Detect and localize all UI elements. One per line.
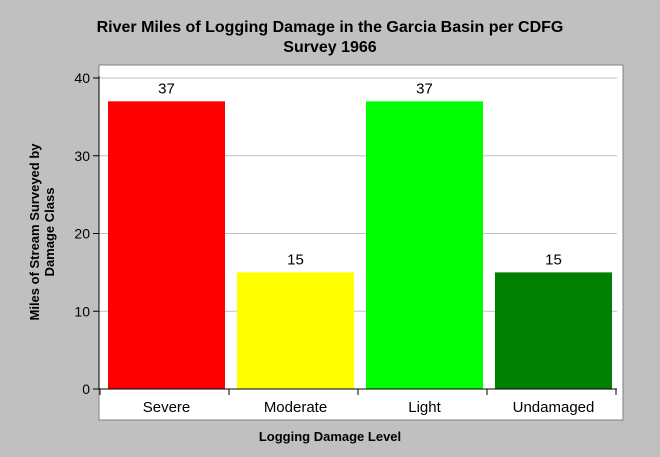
bar-undamaged	[495, 272, 612, 389]
bars: 37 15 37 15	[108, 80, 612, 389]
x-tick-label: Severe	[143, 399, 191, 416]
bar-severe	[108, 101, 225, 389]
y-tick-label: 20	[74, 226, 90, 242]
y-tick-label: 30	[74, 148, 90, 164]
x-tick-label: Undamaged	[513, 399, 595, 416]
data-label: 15	[287, 251, 304, 268]
chart-title-line-2: Survey 1966	[283, 39, 377, 56]
bar-moderate	[237, 272, 354, 389]
y-tick-label: 10	[74, 303, 90, 319]
y-tick-label: 0	[82, 381, 90, 397]
data-label: 15	[545, 251, 562, 268]
y-axis-title: Miles of Stream Surveyed by Damage Class	[27, 143, 57, 321]
bar-light	[366, 101, 483, 389]
axes: 0 10 20 30 40 Severe Moderate Light Undamaged	[74, 70, 617, 416]
x-axis-title: Logging Damage Level	[259, 429, 401, 444]
x-tick-label: Moderate	[264, 399, 327, 416]
data-label: 37	[416, 80, 433, 97]
data-label: 37	[158, 80, 175, 97]
chart-title-line-1: River Miles of Logging Damage in the Gar…	[97, 19, 564, 36]
y-axis-title-line-2: Damage Class	[42, 188, 57, 277]
x-tick-label: Light	[408, 399, 441, 416]
y-tick-label: 40	[74, 70, 90, 86]
y-axis-title-line-1: Miles of Stream Surveyed by	[27, 143, 42, 321]
